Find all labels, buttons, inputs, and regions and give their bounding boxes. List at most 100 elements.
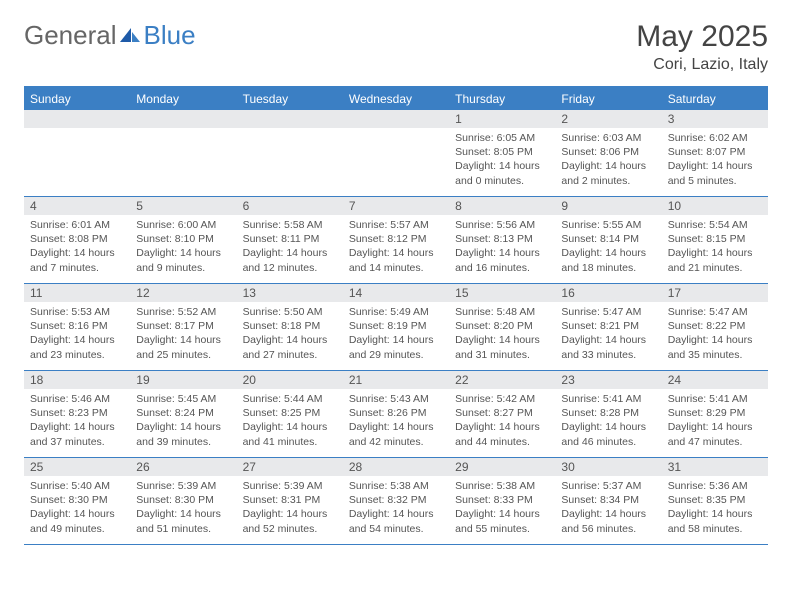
day-cell: 22Sunrise: 5:42 AMSunset: 8:27 PMDayligh… bbox=[449, 371, 555, 457]
day-number: 2 bbox=[555, 110, 661, 128]
day-cell: 23Sunrise: 5:41 AMSunset: 8:28 PMDayligh… bbox=[555, 371, 661, 457]
sunset-text: Sunset: 8:29 PM bbox=[668, 406, 762, 420]
sunrise-text: Sunrise: 5:36 AM bbox=[668, 479, 762, 493]
day-number: 28 bbox=[343, 458, 449, 476]
sunrise-text: Sunrise: 5:56 AM bbox=[455, 218, 549, 232]
daylight-text: Daylight: 14 hours and 33 minutes. bbox=[561, 333, 655, 361]
sunrise-text: Sunrise: 6:03 AM bbox=[561, 131, 655, 145]
day-cell: 8Sunrise: 5:56 AMSunset: 8:13 PMDaylight… bbox=[449, 197, 555, 283]
day-cell: 14Sunrise: 5:49 AMSunset: 8:19 PMDayligh… bbox=[343, 284, 449, 370]
daylight-text: Daylight: 14 hours and 54 minutes. bbox=[349, 507, 443, 535]
day-cell: 1Sunrise: 6:05 AMSunset: 8:05 PMDaylight… bbox=[449, 110, 555, 196]
day-cell: 13Sunrise: 5:50 AMSunset: 8:18 PMDayligh… bbox=[237, 284, 343, 370]
sunset-text: Sunset: 8:30 PM bbox=[30, 493, 124, 507]
day-cell: 17Sunrise: 5:47 AMSunset: 8:22 PMDayligh… bbox=[662, 284, 768, 370]
logo-text-blue: Blue bbox=[144, 20, 196, 51]
day-info: Sunrise: 5:39 AMSunset: 8:31 PMDaylight:… bbox=[237, 476, 343, 540]
daylight-text: Daylight: 14 hours and 42 minutes. bbox=[349, 420, 443, 448]
daylight-text: Daylight: 14 hours and 56 minutes. bbox=[561, 507, 655, 535]
day-number: 20 bbox=[237, 371, 343, 389]
daylight-text: Daylight: 14 hours and 39 minutes. bbox=[136, 420, 230, 448]
day-number: 29 bbox=[449, 458, 555, 476]
day-cell: 25Sunrise: 5:40 AMSunset: 8:30 PMDayligh… bbox=[24, 458, 130, 544]
day-number: 26 bbox=[130, 458, 236, 476]
sunset-text: Sunset: 8:32 PM bbox=[349, 493, 443, 507]
sunrise-text: Sunrise: 6:00 AM bbox=[136, 218, 230, 232]
day-number: 14 bbox=[343, 284, 449, 302]
day-cell: 29Sunrise: 5:38 AMSunset: 8:33 PMDayligh… bbox=[449, 458, 555, 544]
sunset-text: Sunset: 8:13 PM bbox=[455, 232, 549, 246]
daylight-text: Daylight: 14 hours and 58 minutes. bbox=[668, 507, 762, 535]
header: General Blue May 2025 Cori, Lazio, Italy bbox=[24, 20, 768, 74]
sunset-text: Sunset: 8:18 PM bbox=[243, 319, 337, 333]
sunrise-text: Sunrise: 5:41 AM bbox=[561, 392, 655, 406]
sunrise-text: Sunrise: 5:44 AM bbox=[243, 392, 337, 406]
day-number: 1 bbox=[449, 110, 555, 128]
day-number: 11 bbox=[24, 284, 130, 302]
sunrise-text: Sunrise: 5:50 AM bbox=[243, 305, 337, 319]
day-info: Sunrise: 5:37 AMSunset: 8:34 PMDaylight:… bbox=[555, 476, 661, 540]
day-cell: 4Sunrise: 6:01 AMSunset: 8:08 PMDaylight… bbox=[24, 197, 130, 283]
day-number: 5 bbox=[130, 197, 236, 215]
day-number: 25 bbox=[24, 458, 130, 476]
day-info: Sunrise: 5:39 AMSunset: 8:30 PMDaylight:… bbox=[130, 476, 236, 540]
logo-sail-icon bbox=[120, 20, 142, 51]
day-number: 7 bbox=[343, 197, 449, 215]
sunrise-text: Sunrise: 5:41 AM bbox=[668, 392, 762, 406]
day-cell: 27Sunrise: 5:39 AMSunset: 8:31 PMDayligh… bbox=[237, 458, 343, 544]
day-number: 18 bbox=[24, 371, 130, 389]
sunrise-text: Sunrise: 5:48 AM bbox=[455, 305, 549, 319]
day-cell: 18Sunrise: 5:46 AMSunset: 8:23 PMDayligh… bbox=[24, 371, 130, 457]
sunrise-text: Sunrise: 5:38 AM bbox=[349, 479, 443, 493]
day-cell: 5Sunrise: 6:00 AMSunset: 8:10 PMDaylight… bbox=[130, 197, 236, 283]
sunset-text: Sunset: 8:14 PM bbox=[561, 232, 655, 246]
sunset-text: Sunset: 8:25 PM bbox=[243, 406, 337, 420]
daylight-text: Daylight: 14 hours and 14 minutes. bbox=[349, 246, 443, 274]
day-number: 9 bbox=[555, 197, 661, 215]
day-number: 8 bbox=[449, 197, 555, 215]
weekday-header-row: Sunday Monday Tuesday Wednesday Thursday… bbox=[24, 88, 768, 110]
day-info: Sunrise: 5:47 AMSunset: 8:21 PMDaylight:… bbox=[555, 302, 661, 366]
sunrise-text: Sunrise: 5:37 AM bbox=[561, 479, 655, 493]
day-cell: 2Sunrise: 6:03 AMSunset: 8:06 PMDaylight… bbox=[555, 110, 661, 196]
day-cell: 7Sunrise: 5:57 AMSunset: 8:12 PMDaylight… bbox=[343, 197, 449, 283]
sunset-text: Sunset: 8:11 PM bbox=[243, 232, 337, 246]
day-number: 30 bbox=[555, 458, 661, 476]
day-info: Sunrise: 6:05 AMSunset: 8:05 PMDaylight:… bbox=[449, 128, 555, 192]
weekday-header: Tuesday bbox=[237, 88, 343, 110]
sunrise-text: Sunrise: 5:53 AM bbox=[30, 305, 124, 319]
sunset-text: Sunset: 8:35 PM bbox=[668, 493, 762, 507]
sunset-text: Sunset: 8:28 PM bbox=[561, 406, 655, 420]
sunrise-text: Sunrise: 5:57 AM bbox=[349, 218, 443, 232]
day-cell: 10Sunrise: 5:54 AMSunset: 8:15 PMDayligh… bbox=[662, 197, 768, 283]
day-number: 13 bbox=[237, 284, 343, 302]
day-info: Sunrise: 5:55 AMSunset: 8:14 PMDaylight:… bbox=[555, 215, 661, 279]
day-number: 6 bbox=[237, 197, 343, 215]
day-number: 23 bbox=[555, 371, 661, 389]
logo: General Blue bbox=[24, 20, 196, 51]
day-info: Sunrise: 5:41 AMSunset: 8:28 PMDaylight:… bbox=[555, 389, 661, 453]
sunrise-text: Sunrise: 5:47 AM bbox=[668, 305, 762, 319]
daylight-text: Daylight: 14 hours and 31 minutes. bbox=[455, 333, 549, 361]
week-row: 18Sunrise: 5:46 AMSunset: 8:23 PMDayligh… bbox=[24, 371, 768, 458]
day-cell: 20Sunrise: 5:44 AMSunset: 8:25 PMDayligh… bbox=[237, 371, 343, 457]
day-number: 24 bbox=[662, 371, 768, 389]
day-cell: 24Sunrise: 5:41 AMSunset: 8:29 PMDayligh… bbox=[662, 371, 768, 457]
sunset-text: Sunset: 8:24 PM bbox=[136, 406, 230, 420]
day-info: Sunrise: 5:48 AMSunset: 8:20 PMDaylight:… bbox=[449, 302, 555, 366]
day-number bbox=[130, 110, 236, 128]
day-cell: 12Sunrise: 5:52 AMSunset: 8:17 PMDayligh… bbox=[130, 284, 236, 370]
sunrise-text: Sunrise: 5:39 AM bbox=[136, 479, 230, 493]
sunset-text: Sunset: 8:26 PM bbox=[349, 406, 443, 420]
day-info: Sunrise: 5:50 AMSunset: 8:18 PMDaylight:… bbox=[237, 302, 343, 366]
daylight-text: Daylight: 14 hours and 5 minutes. bbox=[668, 159, 762, 187]
daylight-text: Daylight: 14 hours and 52 minutes. bbox=[243, 507, 337, 535]
day-cell: 30Sunrise: 5:37 AMSunset: 8:34 PMDayligh… bbox=[555, 458, 661, 544]
daylight-text: Daylight: 14 hours and 37 minutes. bbox=[30, 420, 124, 448]
sunset-text: Sunset: 8:33 PM bbox=[455, 493, 549, 507]
month-title: May 2025 bbox=[636, 20, 768, 54]
daylight-text: Daylight: 14 hours and 44 minutes. bbox=[455, 420, 549, 448]
sunset-text: Sunset: 8:34 PM bbox=[561, 493, 655, 507]
day-info: Sunrise: 5:44 AMSunset: 8:25 PMDaylight:… bbox=[237, 389, 343, 453]
sunrise-text: Sunrise: 5:39 AM bbox=[243, 479, 337, 493]
